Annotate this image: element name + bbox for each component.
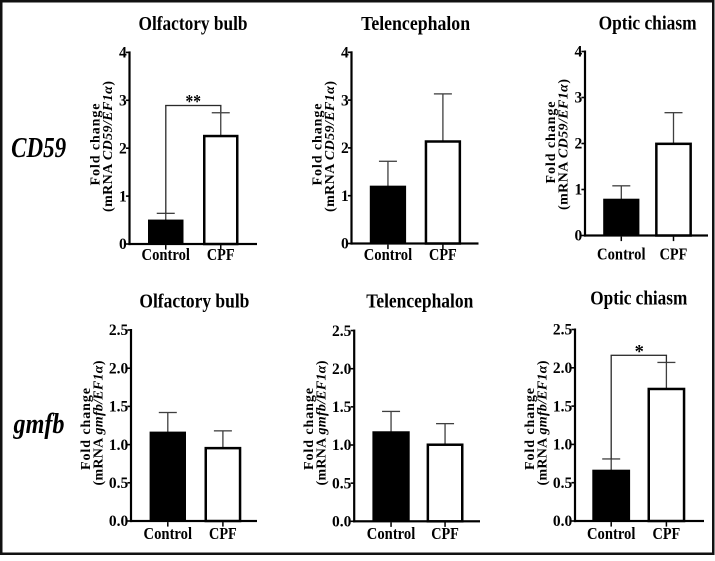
svg-text:2.5: 2.5: [332, 323, 352, 340]
svg-text:CPF: CPF: [429, 245, 457, 264]
svg-text:2.0: 2.0: [109, 360, 129, 377]
svg-text:(mRNA CD59/EF1α): (mRNA CD59/EF1α): [101, 81, 116, 212]
svg-text:1: 1: [574, 182, 582, 199]
svg-text:Olfactory bulb: Olfactory bulb: [139, 14, 248, 35]
svg-text:2: 2: [119, 140, 127, 157]
svg-text:**: **: [185, 93, 201, 113]
svg-text:0: 0: [341, 236, 349, 253]
svg-text:(mRNA CD59/EF1α): (mRNA CD59/EF1α): [557, 79, 572, 210]
svg-text:Fold change: Fold change: [311, 104, 326, 186]
svg-text:Fold change: Fold change: [79, 388, 94, 470]
svg-text:(mRNA gmfb/EF1α): (mRNA gmfb/EF1α): [92, 360, 107, 485]
svg-text:Telencephalon: Telencephalon: [361, 14, 470, 35]
svg-text:2: 2: [574, 136, 582, 153]
svg-text:2: 2: [341, 140, 349, 157]
svg-text:CPF: CPF: [209, 524, 237, 543]
svg-text:2.0: 2.0: [553, 360, 573, 377]
svg-text:CPF: CPF: [660, 245, 688, 264]
svg-text:3: 3: [574, 90, 582, 107]
svg-text:(mRNA CD59/EF1α): (mRNA CD59/EF1α): [323, 81, 338, 212]
svg-text:0.0: 0.0: [109, 513, 129, 530]
svg-text:Control: Control: [144, 524, 193, 543]
svg-text:0.5: 0.5: [332, 475, 352, 492]
svg-text:1.5: 1.5: [332, 399, 352, 416]
svg-text:3: 3: [119, 93, 127, 110]
svg-text:2.5: 2.5: [553, 322, 573, 339]
svg-text:0: 0: [119, 236, 127, 253]
svg-text:CD59: CD59: [11, 133, 66, 164]
svg-text:2.0: 2.0: [332, 361, 352, 378]
svg-text:0.5: 0.5: [109, 475, 129, 492]
svg-text:Optic chiasm: Optic chiasm: [590, 289, 687, 310]
svg-text:0: 0: [574, 228, 582, 245]
svg-text:Olfactory bulb: Olfactory bulb: [139, 292, 249, 313]
svg-text:1.5: 1.5: [109, 399, 129, 416]
svg-text:0.0: 0.0: [553, 513, 573, 530]
svg-text:0.0: 0.0: [332, 514, 352, 531]
svg-text:0.5: 0.5: [553, 475, 573, 492]
svg-text:4: 4: [119, 45, 127, 62]
svg-text:Control: Control: [587, 524, 636, 543]
svg-text:(mRNA gmfb/EF1α): (mRNA gmfb/EF1α): [536, 360, 551, 485]
svg-text:1: 1: [119, 188, 127, 205]
svg-text:CPF: CPF: [653, 524, 681, 543]
svg-text:Telencephalon: Telencephalon: [366, 292, 473, 313]
svg-text:1.0: 1.0: [553, 437, 573, 454]
svg-text:Fold change: Fold change: [544, 102, 559, 184]
svg-text:Fold change: Fold change: [89, 104, 104, 186]
svg-text:Control: Control: [597, 245, 646, 264]
svg-text:4: 4: [574, 44, 582, 61]
svg-text:Optic chiasm: Optic chiasm: [599, 14, 697, 35]
svg-text:4: 4: [341, 45, 349, 62]
svg-text:1.0: 1.0: [109, 437, 129, 454]
svg-text:1.5: 1.5: [553, 398, 573, 415]
svg-text:(mRNA gmfb/EF1α): (mRNA gmfb/EF1α): [315, 360, 330, 485]
svg-text:2.5: 2.5: [109, 322, 129, 339]
svg-text:Fold change: Fold change: [523, 388, 538, 470]
svg-text:gmfb: gmfb: [13, 409, 65, 440]
svg-text:Fold change: Fold change: [302, 388, 317, 470]
svg-text:1.0: 1.0: [332, 437, 352, 454]
svg-text:CPF: CPF: [431, 524, 459, 543]
svg-text:CPF: CPF: [207, 245, 235, 264]
svg-text:*: *: [635, 342, 644, 362]
svg-text:1: 1: [341, 188, 349, 205]
svg-text:Control: Control: [367, 524, 416, 543]
svg-text:Control: Control: [364, 245, 413, 264]
svg-text:3: 3: [341, 92, 349, 109]
svg-text:Control: Control: [142, 245, 191, 264]
